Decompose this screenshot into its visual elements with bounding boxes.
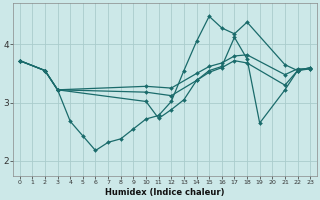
X-axis label: Humidex (Indice chaleur): Humidex (Indice chaleur) [105,188,225,197]
